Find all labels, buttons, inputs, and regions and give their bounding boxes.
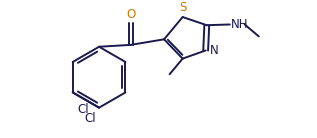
Text: Cl: Cl <box>85 112 96 125</box>
Text: S: S <box>179 1 186 14</box>
Text: O: O <box>126 9 135 22</box>
Text: Cl: Cl <box>77 103 89 116</box>
Text: N: N <box>210 44 219 57</box>
Text: NH: NH <box>231 18 249 31</box>
